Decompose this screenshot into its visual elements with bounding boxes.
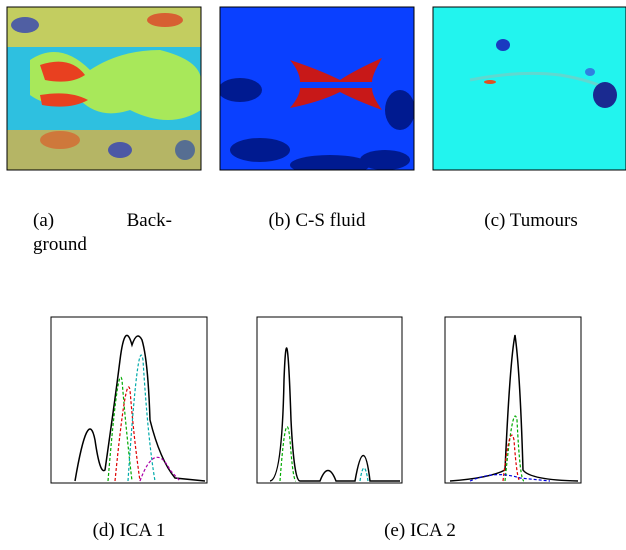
density-plot (444, 316, 582, 484)
caption: ground (33, 234, 87, 255)
caption: (d) ICA 1 (93, 520, 166, 541)
density-plot (256, 316, 403, 484)
caption: (c) Tumours (484, 210, 577, 231)
caption: (b) C-S fluid (268, 210, 366, 231)
frame (219, 6, 415, 171)
frame (432, 6, 626, 171)
background-map (7, 7, 201, 170)
density-plot (50, 316, 208, 484)
tumour-map (433, 7, 626, 170)
caption: Back- (127, 210, 172, 231)
csf-map (220, 7, 414, 170)
caption: (e) ICA 2 (384, 520, 456, 541)
frame (6, 6, 202, 171)
caption-label: (a) (33, 210, 54, 231)
